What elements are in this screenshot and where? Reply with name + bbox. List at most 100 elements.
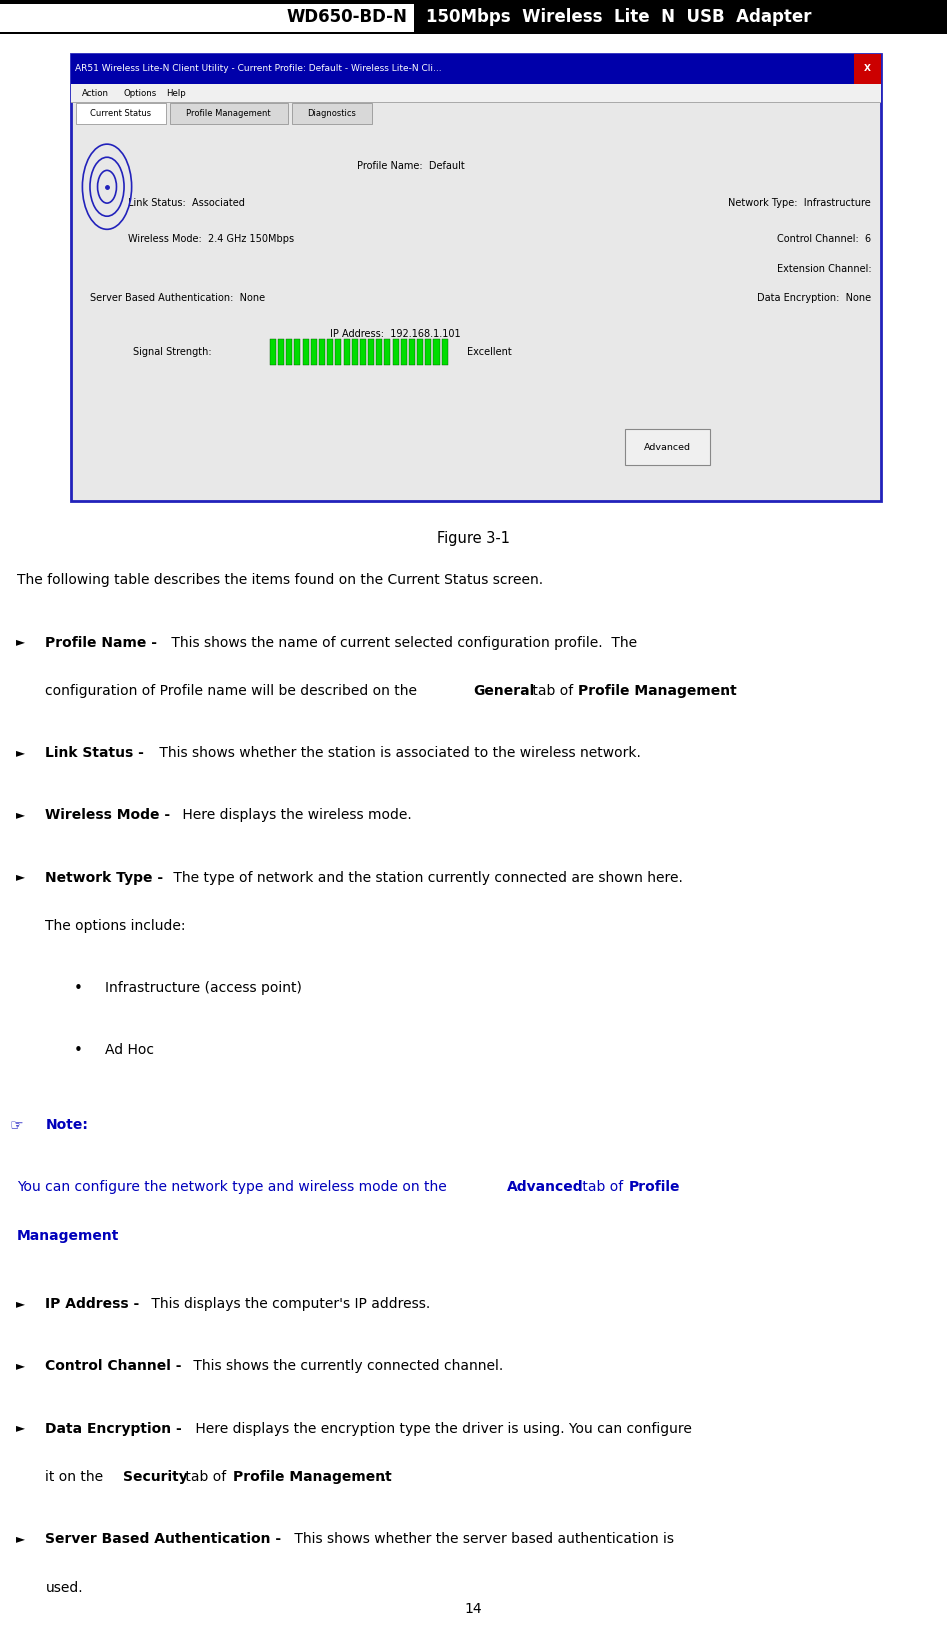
Text: Ad Hoc: Ad Hoc [105,1043,154,1058]
Text: 150Mbps  Wireless  Lite  N  USB  Adapter: 150Mbps Wireless Lite N USB Adapter [426,8,812,26]
Text: 14: 14 [465,1602,482,1615]
Text: Here displays the wireless mode.: Here displays the wireless mode. [178,809,412,822]
Text: AR51 Wireless Lite-N Client Utility - Current Profile: Default - Wireless Lite-N: AR51 Wireless Lite-N Client Utility - Cu… [75,64,441,74]
Bar [441,339,448,365]
Text: ►: ► [16,1422,26,1435]
Bar [368,339,374,365]
Text: Network Type -: Network Type - [45,871,164,885]
Text: ►: ► [16,871,26,883]
Bar [409,339,415,365]
Bar [295,339,300,365]
Text: Figure 3-1: Figure 3-1 [437,531,510,545]
Bar [854,54,881,84]
Bar [414,0,420,34]
Text: Action: Action [82,88,110,98]
Text: ►: ► [16,636,26,649]
Bar [170,103,288,124]
Bar [311,339,317,365]
Text: ►: ► [16,1360,26,1373]
Text: .: . [722,685,726,698]
Bar [625,429,710,465]
Text: Profile: Profile [629,1181,680,1194]
Text: •: • [74,981,83,996]
Bar [0,0,417,34]
Bar [71,84,881,103]
Text: This shows whether the server based authentication is: This shows whether the server based auth… [290,1532,673,1546]
Text: Security: Security [123,1469,188,1484]
Bar [0,33,947,34]
Bar [327,339,333,365]
Text: Control Channel -: Control Channel - [45,1360,182,1373]
Text: Diagnostics: Diagnostics [308,110,356,118]
Bar [270,339,276,365]
Text: Server Based Authentication:  None: Server Based Authentication: None [90,293,265,303]
Text: Extension Channel:: Extension Channel: [777,264,871,274]
Text: Profile Name:  Default: Profile Name: Default [357,161,465,170]
Text: Infrastructure (access point): Infrastructure (access point) [105,981,302,996]
Bar [303,339,309,365]
Bar [71,54,881,501]
Text: IP Address:  192.168.1.101: IP Address: 192.168.1.101 [330,329,460,339]
Text: Profile Management: Profile Management [233,1469,392,1484]
Text: Data Encryption -: Data Encryption - [45,1422,182,1435]
Bar [425,339,431,365]
Text: tab of: tab of [578,1181,627,1194]
Text: configuration of Profile name will be described on the: configuration of Profile name will be de… [45,685,421,698]
Text: Profile Name -: Profile Name - [45,636,157,650]
Bar [417,339,423,365]
Text: This displays the computer's IP address.: This displays the computer's IP address. [147,1297,430,1310]
Bar [286,339,293,365]
Bar [0,0,947,5]
Text: General: General [474,685,535,698]
Bar [434,339,439,365]
Text: tab of: tab of [181,1469,230,1484]
Bar [278,339,284,365]
Bar [401,339,407,365]
Text: Wireless Mode:  2.4 GHz 150Mbps: Wireless Mode: 2.4 GHz 150Mbps [128,234,294,244]
Text: This shows the name of current selected configuration profile.  The: This shows the name of current selected … [167,636,636,650]
Text: ►: ► [16,747,26,758]
Text: Advanced: Advanced [644,442,691,452]
Text: Data Encryption:  None: Data Encryption: None [757,293,871,303]
Text: Profile Management: Profile Management [187,110,271,118]
Text: Advanced: Advanced [507,1181,583,1194]
Text: Management: Management [17,1228,119,1243]
Text: This shows whether the station is associated to the wireless network.: This shows whether the station is associ… [155,747,641,760]
Text: ►: ► [16,1532,26,1545]
Text: Note:: Note: [45,1119,88,1132]
Text: The following table describes the items found on the Current Status screen.: The following table describes the items … [17,573,544,588]
Bar [319,339,325,365]
Bar [76,103,166,124]
Text: Wireless Mode -: Wireless Mode - [45,809,170,822]
Bar [351,339,358,365]
Bar [417,0,947,34]
Text: Control Channel:  6: Control Channel: 6 [777,234,871,244]
Text: IP Address -: IP Address - [45,1297,140,1310]
Bar [344,339,349,365]
Text: This shows the currently connected channel.: This shows the currently connected chann… [189,1360,504,1373]
Text: Signal Strength:: Signal Strength: [133,347,211,357]
Bar [360,339,366,365]
Text: .: . [382,1469,386,1484]
Text: Link Status -: Link Status - [45,747,144,760]
Text: ☞: ☞ [9,1119,23,1133]
Text: .: . [106,1228,111,1243]
Text: tab of: tab of [528,685,578,698]
Text: The type of network and the station currently connected are shown here.: The type of network and the station curr… [169,871,683,885]
Text: Excellent: Excellent [467,347,511,357]
Text: Server Based Authentication -: Server Based Authentication - [45,1532,281,1546]
Text: Here displays the encryption type the driver is using. You can configure: Here displays the encryption type the dr… [191,1422,692,1435]
Bar [384,339,390,365]
Text: used.: used. [45,1581,83,1594]
Text: Link Status:  Associated: Link Status: Associated [128,198,244,208]
Bar [71,54,881,84]
Text: Help: Help [166,88,186,98]
Text: Options: Options [123,88,156,98]
Bar [335,339,341,365]
Bar [292,103,372,124]
Text: WD650-BD-N: WD650-BD-N [286,8,407,26]
Text: ►: ► [16,1297,26,1310]
Text: Network Type:  Infrastructure: Network Type: Infrastructure [728,198,871,208]
Text: You can configure the network type and wireless mode on the: You can configure the network type and w… [17,1181,451,1194]
Text: The options include:: The options include: [45,919,186,934]
